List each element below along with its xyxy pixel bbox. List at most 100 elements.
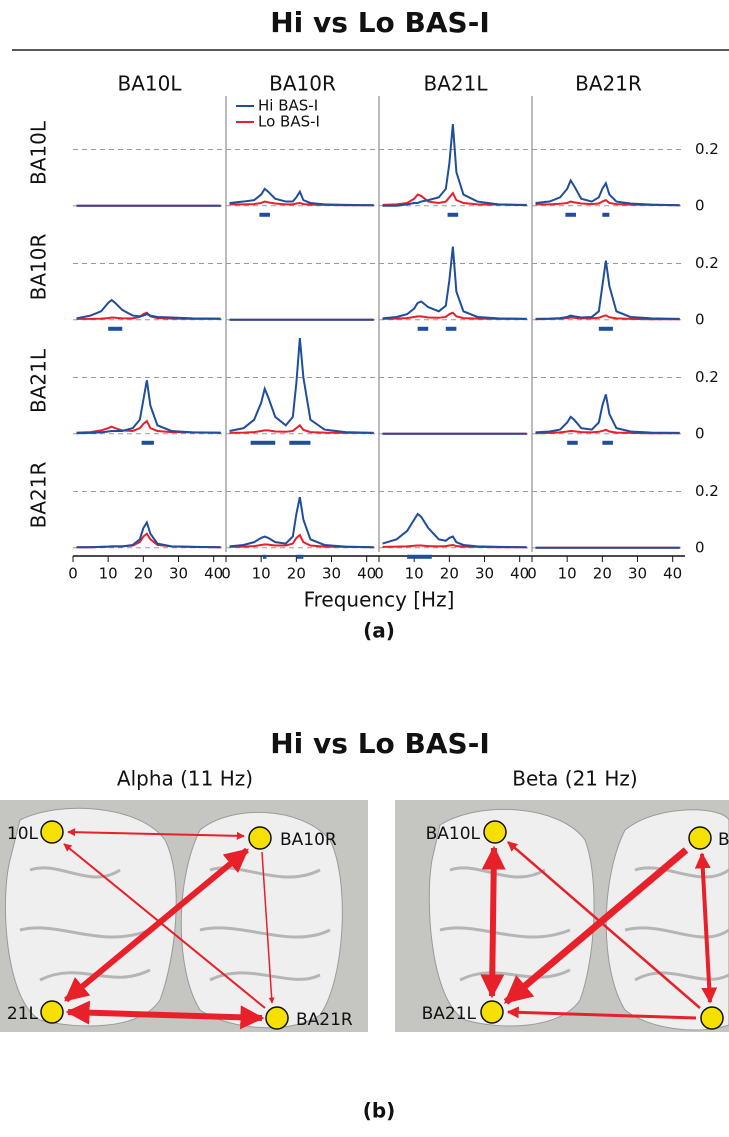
- significance-bar: [565, 212, 576, 217]
- y-tick-label: 0.2: [695, 368, 719, 386]
- hemisphere: [428, 808, 595, 1027]
- significance-bar: [407, 554, 432, 559]
- beta-title: Beta (21 Hz): [512, 767, 637, 791]
- x-tick-label: 10: [99, 565, 118, 583]
- y-tick-label: 0: [695, 538, 705, 556]
- connection-arrow: [506, 1006, 697, 1020]
- beta-arrows: [480, 841, 718, 1020]
- connection-arrow: [480, 845, 506, 999]
- node-label: 10L: [7, 824, 39, 844]
- panel: [73, 262, 226, 331]
- y-tick-label: 0.2: [695, 482, 719, 500]
- series-line: [382, 311, 527, 320]
- node: [483, 820, 507, 844]
- series-line: [382, 512, 527, 549]
- significance-bar: [602, 440, 613, 445]
- y-tick-label: 0: [695, 310, 705, 328]
- nodes: [40, 820, 724, 1030]
- panel: 00.2: [531, 324, 719, 445]
- y-tick-label: 0: [695, 424, 705, 442]
- series-line: [229, 187, 374, 207]
- panel: [73, 376, 226, 445]
- significance-bar: [567, 440, 578, 445]
- panel: [378, 210, 532, 331]
- x-tick-label: 20: [593, 565, 612, 583]
- node-label: BA21R: [296, 1010, 353, 1030]
- panel: [225, 210, 379, 324]
- column-label: BA10L: [118, 72, 183, 96]
- x-tick-label: 30: [475, 565, 494, 583]
- x-tick-label: 40: [357, 565, 376, 583]
- alpha-title: Alpha (11 Hz): [117, 767, 253, 791]
- connection-arrow: [507, 841, 701, 1009]
- panel-label: (b): [363, 1099, 396, 1123]
- series-line: [535, 428, 680, 435]
- column-label: BA21R: [575, 72, 642, 96]
- node-label: BA21L: [422, 1004, 477, 1024]
- row-label: BA10L: [27, 120, 51, 185]
- significance-bar: [262, 554, 267, 559]
- connection-arrow: [65, 1000, 265, 1030]
- series-line: [229, 200, 374, 207]
- significance-bar: [445, 326, 457, 331]
- column-label: BA10R: [269, 72, 336, 96]
- panel: 0 10 20 30 40: [68, 490, 226, 583]
- x-tick-label: 0: [527, 565, 537, 583]
- node: [248, 826, 272, 850]
- y-tick-label: 0.2: [695, 254, 719, 272]
- x-tick-label: 0: [374, 565, 384, 583]
- panel: [378, 96, 532, 217]
- x-tick-label: 40: [663, 565, 682, 583]
- row-label: BA21R: [27, 462, 51, 529]
- series-line: [229, 496, 374, 549]
- x-tick-label: 0: [68, 565, 78, 583]
- significance-bar: [108, 326, 123, 331]
- x-tick-label: 10: [558, 565, 577, 583]
- significance-bar: [602, 212, 610, 217]
- significance-bar: [447, 212, 459, 217]
- node: [40, 820, 64, 844]
- node-label: BA10R: [280, 830, 337, 850]
- series-line: [76, 380, 221, 435]
- x-tick-label: 30: [628, 565, 647, 583]
- beta-brain: [395, 800, 729, 1032]
- x-tick-label: 10: [405, 565, 424, 583]
- panel: [73, 148, 226, 207]
- node-label: 21L: [7, 1004, 39, 1024]
- node: [688, 826, 712, 850]
- x-tick-label: 0: [221, 565, 231, 583]
- row-label: BA10R: [27, 234, 51, 301]
- series-line: [382, 543, 527, 549]
- x-tick-label: 20: [134, 565, 153, 583]
- significance-bar: [259, 212, 270, 217]
- series-line: [535, 199, 680, 207]
- x-tick-label: 40: [204, 565, 223, 583]
- significance-bar: [417, 326, 429, 331]
- series-line: [76, 298, 221, 320]
- series-line: [382, 246, 527, 320]
- title: Hi vs Lo BAS-I: [270, 6, 490, 39]
- panel: 0 10 20 30 40: [374, 438, 532, 583]
- legend-label: Lo BAS-I: [258, 113, 320, 131]
- connection-arrow: [64, 847, 249, 1003]
- panel: 0 10 20 30 40: [221, 438, 379, 583]
- panel: 0 0.2 0 10 20 30 40: [527, 438, 719, 583]
- connection-arrow: [63, 843, 266, 1009]
- row-label: BA21L: [27, 348, 51, 413]
- node-label: BA10L: [426, 824, 481, 844]
- series-line: [76, 419, 221, 434]
- series-line: [535, 178, 680, 207]
- x-tick-label: 30: [169, 565, 188, 583]
- node: [480, 1000, 504, 1024]
- x-axis-label: Frequency [Hz]: [304, 588, 455, 612]
- significance-bar: [598, 326, 613, 331]
- connection-arrow: [503, 847, 689, 1005]
- connection-arrow: [261, 851, 275, 1004]
- series-line: [229, 337, 374, 434]
- panel: [225, 324, 379, 445]
- panel: 00.2: [531, 210, 719, 331]
- connection-arrow: [67, 828, 245, 840]
- panel: Hi BAS-ILo BAS-I: [225, 96, 379, 217]
- node: [700, 1006, 724, 1030]
